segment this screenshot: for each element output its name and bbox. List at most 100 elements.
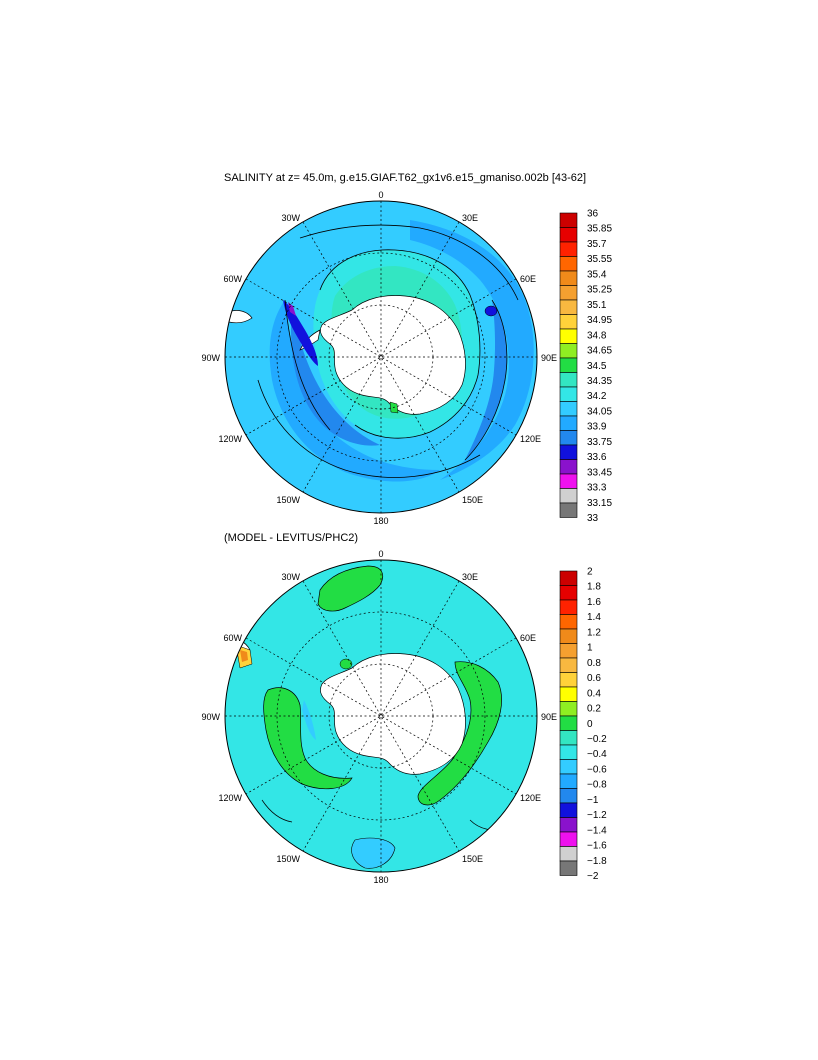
salinity-band-deep bbox=[291, 305, 380, 446]
difference-lon-0: 0 bbox=[378, 549, 383, 559]
colorbar-tick-label: 35.85 bbox=[587, 224, 612, 235]
salinity-lon-90w: 90W bbox=[201, 353, 220, 363]
difference-map: 0 30E 60E 90E 120E 150E 180 150W 120W 90… bbox=[201, 549, 607, 885]
salinity-blue-strip bbox=[283, 300, 318, 366]
colorbar-tick-label: 33.9 bbox=[587, 422, 607, 433]
colorbar-swatch bbox=[559, 285, 578, 301]
salinity-lon-180: 180 bbox=[373, 516, 388, 526]
difference-lon-labels: 0 30E 60E 90E 120E 150E 180 150W 120W 90… bbox=[201, 549, 557, 885]
colorbar-swatch bbox=[559, 372, 578, 388]
colorbar-swatch bbox=[559, 227, 578, 243]
difference-lon-90w: 90W bbox=[201, 712, 220, 722]
difference-lon-120e: 120E bbox=[520, 793, 541, 803]
salinity-lon-60w: 60W bbox=[223, 274, 242, 284]
colorbar-swatch bbox=[559, 773, 578, 789]
colorbar-swatch bbox=[559, 386, 578, 402]
colorbar-swatch bbox=[559, 270, 578, 286]
salinity-magenta-spot bbox=[288, 302, 296, 316]
colorbar-tick-label: −1.4 bbox=[587, 825, 607, 836]
colorbar-swatch bbox=[559, 256, 578, 272]
difference-lon-150e: 150E bbox=[462, 854, 483, 864]
colorbar-swatch bbox=[559, 817, 578, 833]
colorbar-tick-label: 33.45 bbox=[587, 467, 612, 478]
top-map-title: SALINITY at z= 45.0m, g.e15.GIAF.T62_gx1… bbox=[224, 172, 587, 184]
difference-small-patch bbox=[339, 658, 353, 670]
salinity-band-southwest bbox=[269, 300, 440, 482]
bottom-map-title: (MODEL - LEVITUS/PHC2) bbox=[224, 532, 359, 544]
colorbar-swatch bbox=[559, 585, 578, 601]
colorbar-tick-label: 34.05 bbox=[587, 406, 612, 417]
colorbar-swatch bbox=[559, 570, 578, 586]
colorbar-swatch bbox=[559, 730, 578, 746]
colorbar-tick-label: −2 bbox=[587, 871, 599, 882]
salinity-lon-120w: 120W bbox=[218, 434, 242, 444]
colorbar-swatch bbox=[559, 488, 578, 504]
colorbar-swatch bbox=[559, 860, 578, 876]
colorbar-tick-label: 1.6 bbox=[587, 597, 601, 608]
colorbar-tick-label: −1.2 bbox=[587, 810, 607, 821]
colorbar-tick-label: 34.65 bbox=[587, 346, 612, 357]
colorbar-tick-label: −0.4 bbox=[587, 749, 607, 760]
salinity-lon-0: 0 bbox=[378, 190, 383, 200]
colorbar-swatch bbox=[559, 744, 578, 760]
colorbar-swatch bbox=[559, 473, 578, 489]
colorbar-swatch bbox=[559, 846, 578, 862]
colorbar-tick-label: 0.6 bbox=[587, 673, 601, 684]
colorbar-tick-label: 0.8 bbox=[587, 658, 601, 669]
colorbar-swatch bbox=[559, 430, 578, 446]
colorbar-swatch bbox=[559, 415, 578, 431]
difference-lon-60e: 60E bbox=[520, 633, 536, 643]
difference-lon-30w: 30W bbox=[281, 572, 300, 582]
difference-green-north bbox=[317, 565, 383, 612]
difference-lon-60w: 60W bbox=[223, 633, 242, 643]
colorbar-tick-label: 33.6 bbox=[587, 452, 607, 463]
colorbar-tick-label: 2 bbox=[587, 567, 593, 578]
difference-colorbar: 2 1.8 1.6 1.4 1.2 1 0.8 0.6 0.4 0.2 0 −0.2 −0.4 −0.6 −… bbox=[559, 567, 607, 882]
colorbar-swatch bbox=[559, 614, 578, 630]
difference-lon-90e: 90E bbox=[541, 712, 557, 722]
difference-lon-120w: 120W bbox=[218, 793, 242, 803]
colorbar-tick-label: 33.15 bbox=[587, 498, 612, 509]
colorbar-swatch bbox=[559, 502, 578, 518]
colorbar-swatch bbox=[559, 401, 578, 417]
salinity-lon-150w: 150W bbox=[276, 495, 300, 505]
colorbar-tick-label: 33.3 bbox=[587, 483, 607, 494]
colorbar-swatch bbox=[559, 299, 578, 315]
colorbar-tick-label: 35.25 bbox=[587, 285, 612, 296]
difference-graticule bbox=[225, 560, 537, 872]
colorbar-swatch bbox=[559, 831, 578, 847]
salinity-lon-60e: 60E bbox=[520, 274, 536, 284]
colorbar-tick-label: 36 bbox=[587, 209, 599, 220]
salinity-east-deep-spot bbox=[484, 305, 498, 317]
colorbar-swatch bbox=[559, 241, 578, 257]
salinity-lon-30e: 30E bbox=[462, 213, 478, 223]
colorbar-tick-label: −0.6 bbox=[587, 764, 607, 775]
colorbar-tick-label: 35.7 bbox=[587, 239, 607, 250]
colorbar-tick-label: 0.2 bbox=[587, 704, 601, 715]
difference-lon-150w: 150W bbox=[276, 854, 300, 864]
salinity-lon-labels: 0 30E 60E 90E 120E 150E 180 150W 120W 90… bbox=[201, 190, 557, 526]
colorbar-swatch bbox=[559, 314, 578, 330]
salinity-map: 0 30E 60E 90E 120E 150E 180 150W 120W 90… bbox=[201, 190, 612, 526]
colorbar-tick-label: 1.8 bbox=[587, 582, 601, 593]
colorbar-tick-label: −1.6 bbox=[587, 841, 607, 852]
colorbar-swatch bbox=[559, 328, 578, 344]
salinity-lon-90e: 90E bbox=[541, 353, 557, 363]
colorbar-tick-label: 34.95 bbox=[587, 315, 612, 326]
colorbar-tick-label: 33 bbox=[587, 513, 599, 524]
colorbar-tick-label: 34.2 bbox=[587, 391, 607, 402]
difference-light-blue-south bbox=[351, 837, 396, 869]
colorbar-tick-label: 0.4 bbox=[587, 688, 601, 699]
colorbar-tick-label: 34.35 bbox=[587, 376, 612, 387]
south-america-tip-top bbox=[228, 310, 253, 324]
colorbar-swatch bbox=[559, 788, 578, 804]
colorbar-tick-label: 35.1 bbox=[587, 300, 607, 311]
colorbar-tick-label: −1 bbox=[587, 795, 599, 806]
colorbar-swatch bbox=[559, 759, 578, 775]
colorbar-swatch bbox=[559, 459, 578, 475]
colorbar-swatch bbox=[559, 802, 578, 818]
colorbar-tick-label: 35.55 bbox=[587, 254, 612, 265]
difference-green-east bbox=[417, 661, 502, 806]
difference-blue-strip bbox=[302, 700, 316, 740]
